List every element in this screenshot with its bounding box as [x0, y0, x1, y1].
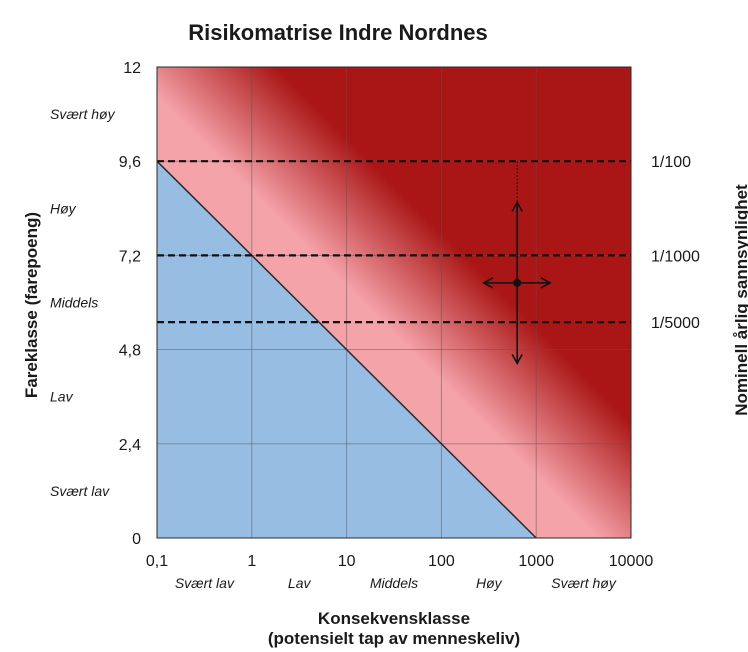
y-tick-label: 7,2: [119, 248, 141, 265]
x-tick-label: 0,1: [146, 553, 168, 570]
y-category-label: Svært lav: [50, 483, 110, 499]
risk-boundary-line: [156, 160, 537, 539]
y-axis-title: Fareklasse (farepoeng): [22, 212, 41, 398]
x-category-label: Svært høy: [551, 575, 617, 591]
x-axis-title: Konsekvensklasse: [318, 609, 470, 628]
x-tick-label: 1000: [518, 553, 554, 570]
chart-title: Risikomatrise Indre Nordnes: [188, 20, 488, 45]
probability-labels: 1/100 1/1000 1/5000: [651, 154, 700, 332]
y-category-labels: Svært lav Lav Middels Høy Svært høy: [50, 106, 116, 499]
y-tick-label: 2,4: [119, 437, 141, 454]
y-tick-label: 12: [123, 60, 141, 77]
x-category-label: Lav: [288, 575, 312, 591]
assessment-point: [513, 278, 522, 287]
arrow-down-icon: [511, 353, 523, 365]
x-tick-label: 10: [338, 553, 356, 570]
x-axis-subtitle: (potensielt tap av menneskeliv): [268, 629, 520, 648]
y-tick-label: 9,6: [119, 154, 141, 171]
x-tick-labels: 0,1 1 10 100 1000 10000: [146, 553, 653, 570]
arrow-up-icon: [511, 200, 523, 212]
x-category-label: Middels: [370, 575, 418, 591]
probability-label: 1/5000: [651, 315, 700, 332]
y2-axis-title: Nominell årlig sannsynlighet: [732, 184, 748, 416]
x-tick-label: 10000: [609, 553, 654, 570]
y-tick-label: 0: [132, 531, 141, 548]
probability-label: 1/1000: [651, 248, 700, 265]
plot-frame: [156, 66, 632, 539]
x-category-label: Høy: [476, 575, 503, 591]
x-category-labels: Svært lav Lav Middels Høy Svært høy: [175, 575, 617, 591]
arrow-left-icon: [482, 277, 494, 289]
y-category-label: Høy: [50, 200, 77, 216]
x-tick-label: 100: [428, 553, 455, 570]
y-category-label: Lav: [50, 389, 74, 405]
arrow-right-icon: [540, 277, 552, 289]
probability-label: 1/100: [651, 154, 691, 171]
y-category-label: Middels: [50, 295, 98, 311]
x-tick-label: 1: [247, 553, 256, 570]
y-category-label: Svært høy: [50, 106, 116, 122]
probability-lines: [157, 160, 631, 324]
plot-area: [156, 66, 632, 539]
y-tick-labels: 0 2,4 4,8 7,2 9,6 12: [119, 60, 141, 548]
x-category-label: Svært lav: [175, 575, 235, 591]
y-tick-label: 4,8: [119, 343, 141, 360]
assessment-marker: [482, 161, 552, 365]
